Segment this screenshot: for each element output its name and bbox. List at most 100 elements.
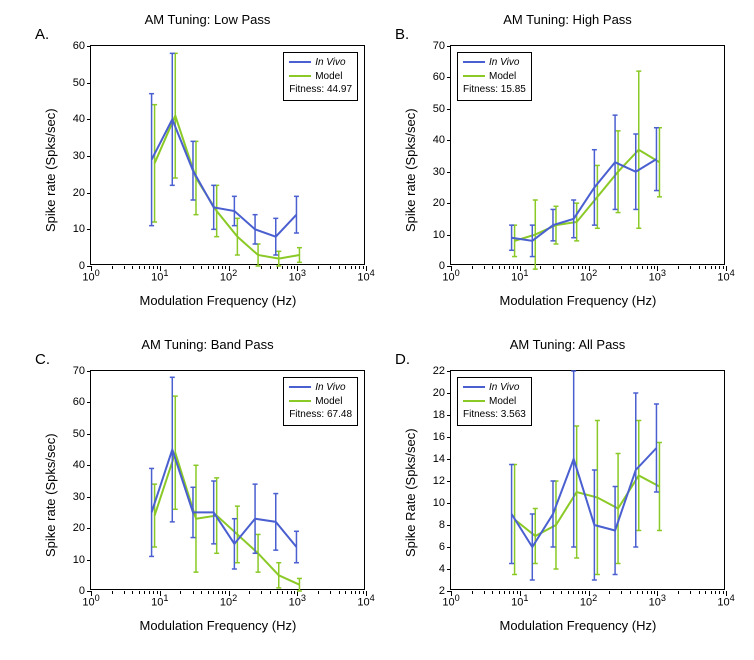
x-minor-tick	[715, 591, 716, 594]
panel-letter: D.	[395, 351, 410, 368]
x-minor-tick	[139, 591, 140, 594]
y-tick-label: 40	[433, 134, 445, 146]
x-minor-tick	[208, 591, 209, 594]
legend: In VivoModelFitness: 67.48	[283, 377, 358, 426]
x-minor-tick	[637, 591, 638, 594]
x-minor-tick	[517, 591, 518, 594]
x-minor-tick	[492, 266, 493, 269]
legend-item: Model	[289, 395, 352, 409]
y-tick-label: 60	[73, 40, 85, 52]
x-minor-tick	[609, 591, 610, 594]
x-minor-tick	[472, 266, 473, 269]
x-minor-tick	[585, 266, 586, 269]
x-minor-tick	[261, 266, 262, 269]
legend-fitness: Fitness: 3.563	[463, 408, 526, 422]
x-minor-tick	[699, 266, 700, 269]
panel-title: AM Tuning: All Pass	[395, 337, 740, 352]
panel-title: AM Tuning: Low Pass	[35, 12, 380, 27]
series-line	[515, 476, 660, 537]
x-minor-tick	[690, 266, 691, 269]
x-minor-tick	[690, 591, 691, 594]
x-minor-tick	[225, 591, 226, 594]
y-axis-label: Spike rate (Spks/sec)	[43, 433, 58, 557]
y-tick-label: 30	[73, 150, 85, 162]
x-minor-tick	[294, 591, 295, 594]
x-minor-tick	[630, 266, 631, 269]
series-line	[155, 116, 300, 259]
x-minor-tick	[553, 591, 554, 594]
x-minor-tick	[193, 266, 194, 269]
x-minor-tick	[149, 591, 150, 594]
x-minor-tick	[540, 266, 541, 269]
x-minor-tick	[705, 266, 706, 269]
legend-fitness: Fitness: 44.97	[289, 83, 352, 97]
x-minor-tick	[282, 591, 283, 594]
x-minor-tick	[484, 591, 485, 594]
legend-item: Model	[463, 70, 526, 84]
x-minor-tick	[363, 591, 364, 594]
x-minor-tick	[578, 591, 579, 594]
x-minor-tick	[609, 266, 610, 269]
y-tick-label: 60	[433, 71, 445, 83]
x-minor-tick	[351, 266, 352, 269]
x-minor-tick	[705, 591, 706, 594]
x-tick-label: 102	[580, 593, 597, 609]
series-line	[152, 450, 297, 547]
x-axis-label: Modulation Frequency (Hz)	[500, 618, 657, 633]
y-tick-label: 16	[433, 431, 445, 443]
x-minor-tick	[568, 591, 569, 594]
x-minor-tick	[153, 266, 154, 269]
y-tick-label: 30	[433, 166, 445, 178]
x-minor-tick	[582, 266, 583, 269]
x-minor-tick	[699, 591, 700, 594]
x-minor-tick	[213, 591, 214, 594]
x-minor-tick	[318, 591, 319, 594]
legend-fitness: Fitness: 15.85	[463, 83, 526, 97]
y-tick-label: 30	[73, 491, 85, 503]
x-tick-label: 104	[717, 268, 734, 284]
x-minor-tick	[715, 266, 716, 269]
y-axis-label: Spike rate (Spks/sec)	[43, 108, 58, 232]
x-minor-tick	[193, 591, 194, 594]
y-tick-label: 4	[439, 563, 445, 575]
x-minor-tick	[711, 591, 712, 594]
x-minor-tick	[573, 591, 574, 594]
y-tick-label: 18	[433, 409, 445, 421]
x-minor-tick	[132, 591, 133, 594]
x-minor-tick	[573, 266, 574, 269]
x-minor-tick	[647, 266, 648, 269]
legend: In VivoModelFitness: 44.97	[283, 52, 358, 101]
x-minor-tick	[208, 266, 209, 269]
x-minor-tick	[213, 266, 214, 269]
y-tick-label: 10	[73, 554, 85, 566]
plot-area: 246810121416182022100101102103104In Vivo…	[450, 370, 725, 590]
plot-area: 010203040506070100101102103104In VivoMod…	[90, 370, 365, 590]
y-tick-label: 20	[73, 187, 85, 199]
y-tick-label: 20	[433, 197, 445, 209]
x-minor-tick	[499, 266, 500, 269]
x-tick-label: 101	[511, 593, 528, 609]
x-minor-tick	[291, 591, 292, 594]
legend-item: In Vivo	[289, 381, 352, 395]
y-tick-label: 40	[73, 459, 85, 471]
y-tick-label: 50	[433, 103, 445, 115]
x-minor-tick	[355, 591, 356, 594]
x-minor-tick	[651, 266, 652, 269]
x-minor-tick	[561, 266, 562, 269]
x-tick-label: 104	[357, 593, 374, 609]
x-minor-tick	[144, 591, 145, 594]
x-minor-tick	[112, 266, 113, 269]
x-minor-tick	[351, 591, 352, 594]
x-tick-label: 100	[82, 268, 99, 284]
legend-item: Model	[289, 70, 352, 84]
panel-c: C.AM Tuning: Band Pass010203040506070100…	[35, 335, 380, 645]
x-minor-tick	[157, 266, 158, 269]
x-tick-label: 100	[82, 593, 99, 609]
x-minor-tick	[509, 266, 510, 269]
x-tick-label: 103	[289, 593, 306, 609]
x-minor-tick	[719, 266, 720, 269]
y-tick-label: 20	[73, 522, 85, 534]
x-minor-tick	[291, 266, 292, 269]
y-tick-label: 14	[433, 453, 445, 465]
legend-item: In Vivo	[289, 56, 352, 70]
